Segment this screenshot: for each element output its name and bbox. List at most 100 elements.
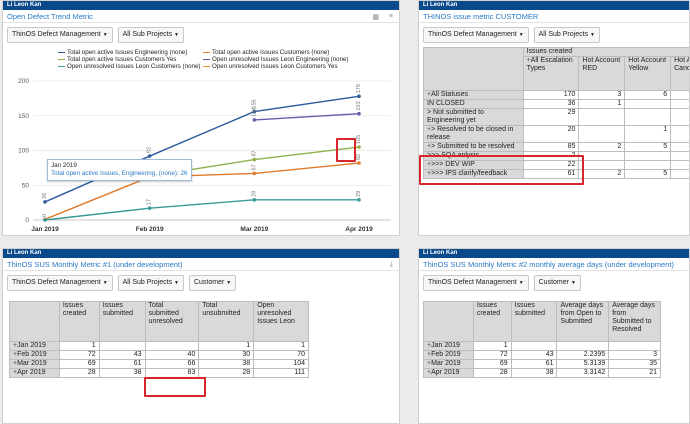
- row-header[interactable]: +Jan 2019: [423, 341, 474, 351]
- row-label: Jan 2019: [17, 342, 46, 349]
- gadget-header: Li Leon Kan: [419, 249, 689, 258]
- row-header[interactable]: +> Resolved to be closed in release: [423, 125, 524, 143]
- filter-bar: ThinOS Defect Management ▼ All Sub Projec…: [419, 23, 689, 47]
- row-label: > Resolved to be closed in release: [427, 126, 514, 141]
- project-dropdown[interactable]: ThinOS Defect Management ▼: [423, 275, 529, 291]
- data-point: [147, 206, 152, 210]
- column-header[interactable]: Average days from Submitted to Resolved: [608, 301, 661, 342]
- column-header[interactable]: Issues submitted: [98, 301, 146, 342]
- row-label: >>> IPS clarify/feedback: [431, 170, 508, 177]
- download-icon[interactable]: ⤓: [389, 261, 393, 268]
- project-dropdown[interactable]: ThinOS Defect Management ▼: [7, 275, 113, 291]
- gadget-thinos-issue-metric: Li Leon Kan THINOS issue metric CUSTOMER…: [418, 0, 690, 236]
- gadget-title[interactable]: Open Defect Trend Metric: [7, 12, 93, 21]
- project-dropdown-label: ThinOS Defect Management: [12, 279, 101, 286]
- customer-dropdown-label: Customer: [538, 279, 569, 286]
- series-line: [254, 112, 360, 121]
- gadget-title-bar: ThinOS SUS Monthly Metric #2 monthly ave…: [419, 258, 689, 271]
- expand-icon[interactable]: +: [13, 342, 18, 349]
- legend-item[interactable]: Open unresolved Issues Leon Engineering …: [203, 56, 349, 64]
- row-header[interactable]: +Apr 2019: [423, 368, 474, 378]
- expand-icon[interactable]: +: [427, 91, 432, 98]
- row-header[interactable]: +Apr 2019: [9, 368, 60, 378]
- table-cell: 104: [253, 359, 309, 369]
- data-point: [357, 111, 361, 116]
- column-header[interactable]: Issues created: [58, 301, 100, 342]
- column-header[interactable]: Hot Acc Cand: [670, 56, 689, 91]
- column-header[interactable]: Issues created: [472, 301, 512, 342]
- customer-dropdown[interactable]: Customer ▼: [533, 275, 581, 291]
- expand-icon[interactable]: +: [427, 143, 432, 150]
- table-cell: 66: [144, 359, 200, 369]
- row-header[interactable]: > Not submitted to Engineering yet: [423, 108, 524, 126]
- table-cell: 21: [608, 368, 661, 378]
- table-cell: 70: [253, 350, 309, 360]
- menu-icon[interactable]: ≡: [388, 13, 393, 20]
- row-header[interactable]: IN CLOSED: [423, 99, 524, 109]
- table-cell: [624, 160, 672, 170]
- expand-icon[interactable]: +: [13, 351, 18, 358]
- row-header[interactable]: +Mar 2019: [423, 359, 474, 369]
- customer-dropdown[interactable]: Customer ▼: [188, 275, 237, 291]
- expand-icon[interactable]: +: [13, 369, 18, 376]
- data-label: 87: [251, 150, 257, 156]
- expand-icon[interactable]: +: [427, 342, 432, 349]
- table-row: +> Submitted to be resolved 85 2 5: [423, 142, 689, 152]
- data-point: [252, 198, 257, 202]
- table-row: +Mar 2019 69 61 66 38 104: [9, 359, 309, 369]
- table-header-row: Issues created: [423, 47, 689, 91]
- expand-icon[interactable]: +: [427, 369, 432, 376]
- expand-icon[interactable]: +: [427, 161, 432, 168]
- column-header[interactable]: Issues submitted: [510, 301, 558, 342]
- column-header[interactable]: Total submitted unresolved: [144, 301, 200, 342]
- expand-icon[interactable]: +: [13, 360, 18, 367]
- column-header[interactable]: Hot Account Yellow: [624, 56, 672, 91]
- row-header[interactable]: +> Submitted to be resolved: [423, 142, 524, 152]
- table-cell: [670, 90, 689, 100]
- column-header[interactable]: Total unsubmitted: [198, 301, 255, 342]
- legend-item[interactable]: Open unresolved Issues Leon Customers Ye…: [203, 63, 338, 71]
- table-cell: [670, 142, 689, 152]
- row-header[interactable]: +All Statuses: [423, 90, 524, 100]
- legend-item[interactable]: Open unresolved Issues Leon Customers (n…: [58, 63, 200, 71]
- project-dropdown-label: ThinOS Defect Management: [428, 279, 517, 286]
- legend-swatch: [203, 65, 210, 67]
- data-point: [252, 109, 257, 114]
- gadget-title[interactable]: ThinOS SUS Monthly Metric #1 (under deve…: [7, 260, 183, 269]
- project-dropdown[interactable]: ThinOS Defect Management ▼: [7, 27, 113, 43]
- row-header[interactable]: +Jan 2019: [9, 341, 60, 351]
- subproject-dropdown-label: All Sub Projects: [122, 279, 173, 286]
- table-cell: 28: [58, 368, 100, 378]
- legend-item[interactable]: Total open active Issues Customers (none…: [203, 49, 329, 57]
- legend-label: Total open active Issues Customers (none…: [212, 49, 330, 56]
- expand-icon[interactable]: +: [427, 360, 432, 367]
- table-cell: 38: [98, 368, 146, 378]
- expand-icon[interactable]: +: [427, 126, 432, 133]
- column-header[interactable]: Open unresolved Issues Leon: [253, 301, 309, 342]
- gadget-title[interactable]: ThinOS SUS Monthly Metric #2 monthly ave…: [423, 260, 674, 269]
- table-cell: [670, 125, 689, 143]
- table-cell: 1: [253, 341, 309, 351]
- expand-icon[interactable]: +: [427, 170, 432, 177]
- row-header[interactable]: +Feb 2019: [423, 350, 474, 360]
- table-cell: 61: [510, 359, 558, 369]
- row-header[interactable]: +Mar 2019: [9, 359, 60, 369]
- table-view-icon[interactable]: ▦: [372, 14, 379, 21]
- chart-tooltip: Jan 2019 Total open active Issues, Engin…: [47, 159, 192, 181]
- legend-item[interactable]: Total open active Issues Customers Yes: [58, 56, 176, 64]
- column-header[interactable]: Average days from Open to Submitted: [556, 301, 610, 342]
- gadget-title[interactable]: THINOS issue metric CUSTOMER: [423, 12, 539, 21]
- row-label: > Submitted to be resolved: [431, 143, 515, 150]
- subproject-dropdown[interactable]: All Sub Projects ▼: [117, 27, 184, 43]
- row-label: > Not submitted to Engineering yet: [427, 109, 485, 124]
- column-header[interactable]: +All Escalation Types: [522, 56, 580, 91]
- table-row: +Mar 2019 69 61 5.3139 35: [423, 359, 661, 369]
- subproject-dropdown[interactable]: All Sub Projects ▼: [533, 27, 600, 43]
- subproject-dropdown[interactable]: All Sub Projects ▼: [117, 275, 184, 291]
- row-header[interactable]: +Feb 2019: [9, 350, 60, 360]
- table-cell: 1: [578, 99, 626, 109]
- expand-icon[interactable]: +: [427, 351, 432, 358]
- column-header[interactable]: Hot Account RED: [578, 56, 626, 91]
- legend-item[interactable]: Total open active Issues Engineering (no…: [58, 49, 187, 57]
- project-dropdown[interactable]: ThinOS Defect Management ▼: [423, 27, 529, 43]
